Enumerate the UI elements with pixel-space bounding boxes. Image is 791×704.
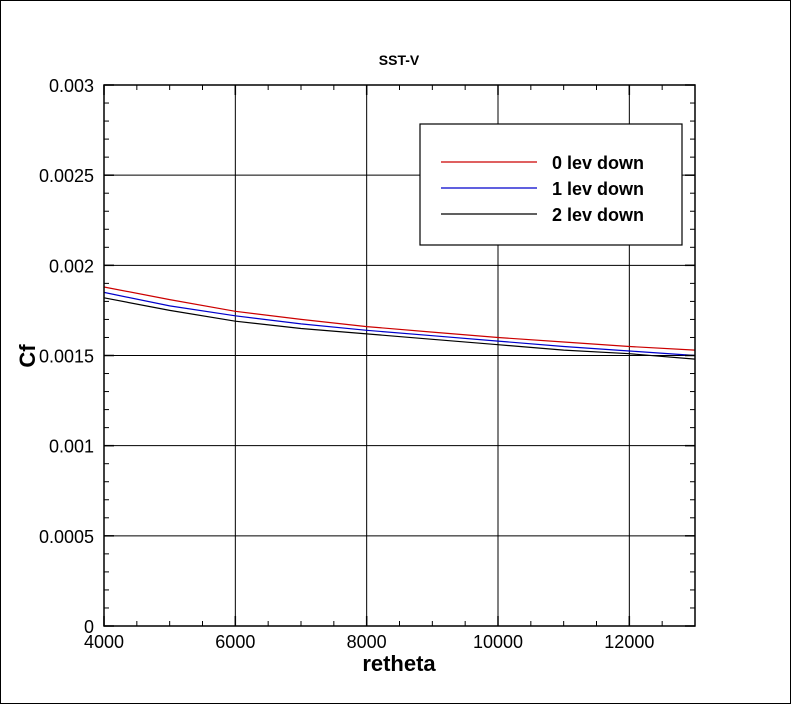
y-tick-label: 0.002 [49, 256, 94, 276]
y-tick-label: 0.0015 [39, 347, 94, 367]
x-tick-label: 12000 [604, 632, 654, 652]
y-tick-label: 0.001 [49, 437, 94, 457]
legend-label-0: 0 lev down [552, 153, 644, 173]
series-lines [103, 286, 696, 360]
y-tick-label: 0.0005 [39, 527, 94, 547]
y-tick-label: 0.0025 [39, 166, 94, 186]
x-tick-label: 6000 [215, 632, 255, 652]
legend-box [419, 123, 683, 246]
tick-labels: 4000 6000 8000 10000 12000 0 0.0005 0.001 0.0015… [39, 76, 654, 652]
y-tick-label: 0.003 [49, 76, 94, 96]
legend: 0 lev down 1 lev down 2 lev down [419, 123, 683, 246]
series-line-2 [103, 297, 696, 360]
axis-ticks [103, 84, 696, 627]
x-tick-label: 10000 [473, 632, 523, 652]
x-tick-label: 4000 [84, 632, 124, 652]
legend-label-1: 1 lev down [552, 179, 644, 199]
series-line-0 [103, 286, 696, 351]
series-line-1 [103, 291, 696, 357]
legend-label-2: 2 lev down [552, 205, 644, 225]
x-axis-label: retheta [362, 651, 436, 676]
y-tick-label: 0 [84, 617, 94, 637]
x-tick-label: 8000 [347, 632, 387, 652]
y-axis-label: Cf [15, 344, 40, 368]
chart-title: SST-V [379, 52, 420, 68]
